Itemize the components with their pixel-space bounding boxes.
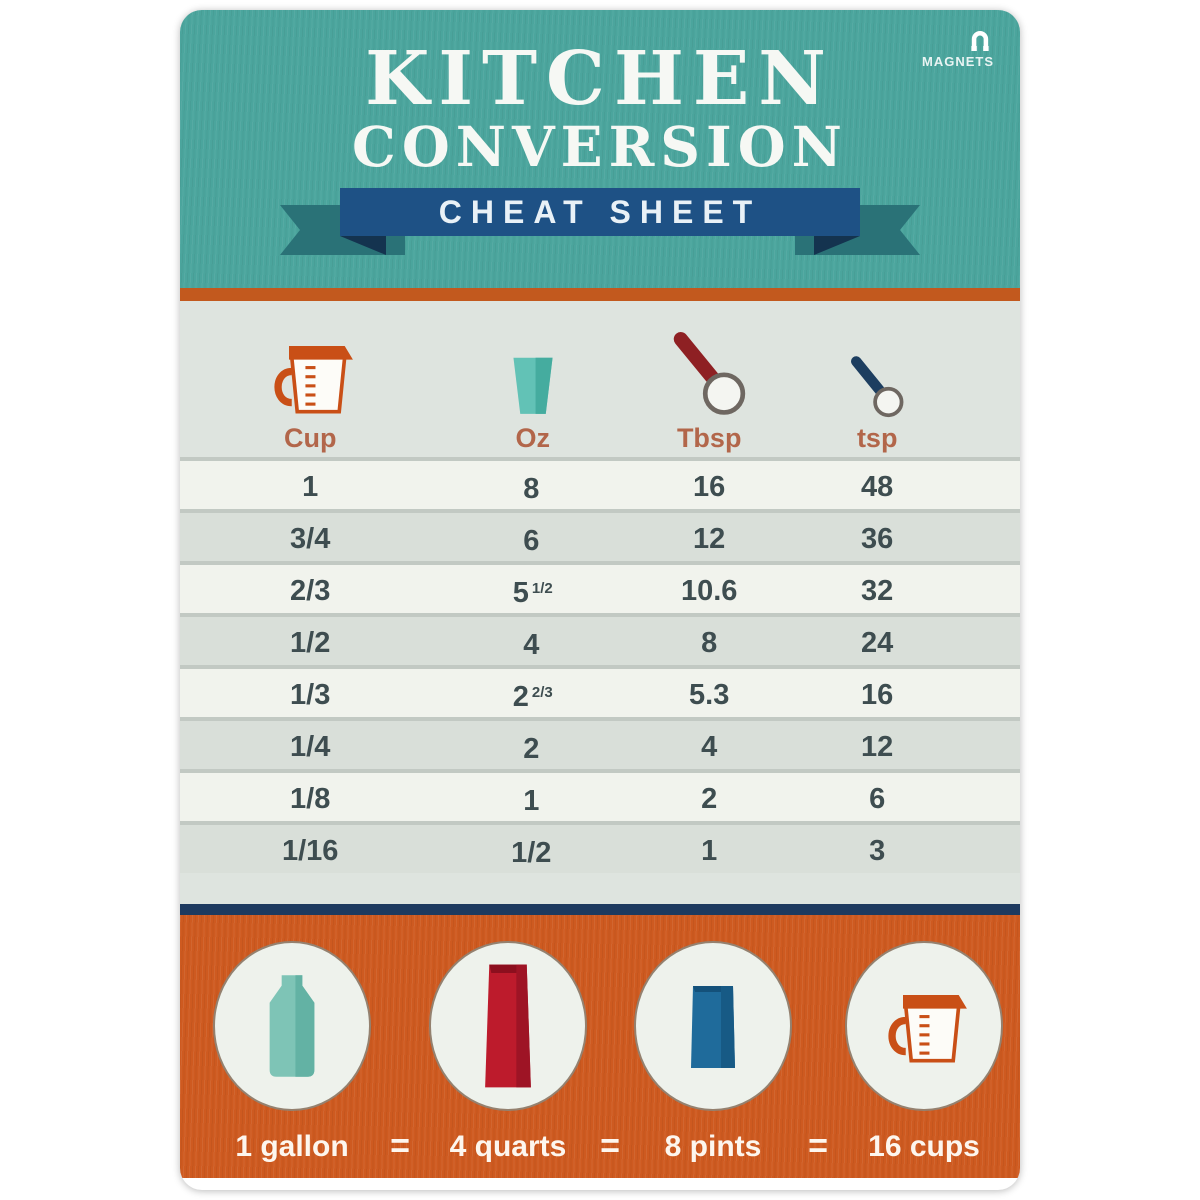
cell-tbsp: 4 — [701, 731, 718, 763]
equals-sign: = — [390, 1127, 410, 1165]
cell-tbsp: 16 — [693, 471, 726, 503]
teaspoon-icon — [851, 356, 904, 418]
ounce-cup-icon — [513, 357, 553, 414]
quart-carton-icon — [485, 964, 531, 1088]
cell-oz: 2 2/3 — [512, 681, 553, 713]
equivalence-circle — [845, 941, 1003, 1111]
row-separator — [180, 717, 1020, 721]
navy-divider — [180, 904, 1020, 915]
row-separator — [180, 769, 1020, 773]
row-separator — [180, 821, 1020, 825]
equivalence-circle — [429, 941, 587, 1111]
equivalence-circle — [213, 941, 371, 1111]
cell-tsp: 6 — [869, 783, 886, 815]
cell-cup: 3/4 — [290, 523, 331, 555]
cell-tbsp: 5.3 — [689, 679, 730, 711]
pints-label: 8 pints — [664, 1130, 762, 1163]
equivalence-section: 1 gallon = 4 quarts = 8 pints = 16 cups — [180, 915, 1020, 1178]
column-label-tsp: tsp — [856, 422, 898, 453]
table-row: 1/3 2 2/3 5.3 16 — [180, 669, 1020, 717]
brand-name: MAGNETS — [922, 54, 994, 69]
cell-cup: 1/2 — [290, 627, 331, 659]
cell-oz: 2 — [523, 733, 540, 765]
cell-oz: 1 — [523, 785, 540, 817]
table-row: 2/3 5 1/2 10.6 32 — [180, 565, 1020, 613]
cups-label: 16 cups — [868, 1130, 980, 1163]
tablespoon-icon — [673, 332, 746, 415]
column-label-oz: Oz — [515, 422, 551, 453]
cell-oz: 5 1/2 — [512, 577, 553, 609]
kitchen-conversion-magnet: MAGNETS KITCHEN CONVERSION CHEAT SHEET — [180, 10, 1020, 1190]
measuring-cup-icon — [274, 345, 354, 414]
gallon-jug-icon — [269, 975, 315, 1077]
equals-sign: = — [808, 1127, 828, 1165]
brand-logo: MAGNETS — [922, 30, 994, 70]
horseshoe-magnet-icon — [971, 31, 989, 51]
cheat-sheet-ribbon: CHEAT SHEET — [180, 188, 1020, 263]
cell-cup: 1/8 — [290, 783, 331, 815]
row-separator — [180, 509, 1020, 513]
table-row: 1 8 16 48 — [180, 461, 1020, 509]
cell-tbsp: 2 — [701, 783, 718, 815]
cell-tsp: 24 — [861, 627, 894, 659]
cell-oz: 1/2 — [511, 837, 552, 869]
cell-cup: 1/16 — [281, 835, 339, 867]
cell-tbsp: 8 — [701, 627, 718, 659]
cell-tsp: 12 — [861, 731, 894, 763]
cell-cup: 1 — [302, 471, 319, 503]
table-row: 1/2 4 8 24 — [180, 617, 1020, 665]
pint-carton-icon — [691, 986, 735, 1068]
table-row: 3/4 6 12 36 — [180, 513, 1020, 561]
cell-cup: 1/3 — [290, 679, 331, 711]
conversion-table: Cup Oz Tbsp tsp 1 8 16 48 3/4 6 12 36 — [180, 301, 1020, 904]
column-label-tbsp: Tbsp — [676, 422, 742, 453]
cell-cup: 2/3 — [290, 575, 331, 607]
orange-stripe — [180, 288, 1020, 301]
table-row: 1/4 2 4 12 — [180, 721, 1020, 769]
cell-oz: 8 — [523, 473, 540, 505]
table-row: 1/16 1/2 1 3 — [180, 825, 1020, 873]
cell-tsp: 16 — [861, 679, 894, 711]
equivalence-circle — [634, 941, 792, 1111]
measuring-cup-icon — [888, 994, 967, 1063]
gallon-label: 1 gallon — [235, 1130, 349, 1163]
column-labels-row: Cup Oz Tbsp tsp — [180, 419, 1020, 457]
ribbon-banner: CHEAT SHEET — [340, 188, 860, 236]
cell-oz: 4 — [523, 629, 540, 661]
cell-tsp: 36 — [861, 523, 894, 555]
table-row: 1/8 1 2 6 — [180, 773, 1020, 821]
row-separator — [180, 457, 1020, 461]
cell-tbsp: 12 — [693, 523, 726, 555]
cell-tsp: 3 — [869, 835, 886, 867]
equals-sign: = — [600, 1127, 620, 1165]
row-separator — [180, 613, 1020, 617]
cell-oz: 6 — [523, 525, 540, 557]
cell-tsp: 48 — [861, 471, 894, 503]
page-title-line1: KITCHEN — [365, 36, 835, 122]
header: MAGNETS KITCHEN CONVERSION CHEAT SHEET — [180, 10, 1020, 288]
column-icons-row — [180, 325, 1020, 419]
page-title-line2: CONVERSION — [352, 114, 848, 179]
row-separator — [180, 665, 1020, 669]
cell-tbsp: 1 — [701, 835, 718, 867]
column-label-cup: Cup — [283, 422, 337, 453]
quarts-label: 4 quarts — [449, 1130, 567, 1163]
cell-tbsp: 10.6 — [680, 575, 738, 607]
cell-tsp: 32 — [861, 575, 894, 607]
row-separator — [180, 561, 1020, 565]
cell-cup: 1/4 — [290, 731, 331, 763]
